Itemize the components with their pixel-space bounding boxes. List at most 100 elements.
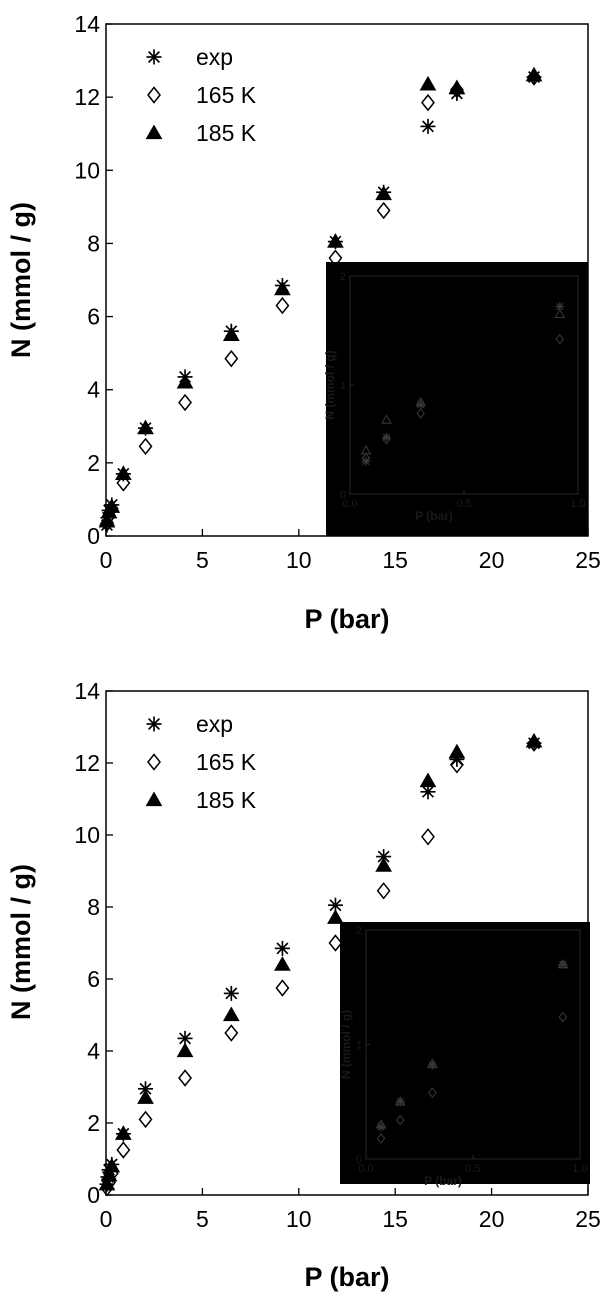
legend: exp 165 K 185 K <box>145 711 257 813</box>
data-point <box>114 1125 132 1140</box>
legend-marker <box>145 124 163 140</box>
x-tick-label: 15 <box>382 1206 408 1232</box>
y-tick-label: 2 <box>87 450 100 476</box>
legend-marker <box>145 791 163 807</box>
data-point <box>421 93 435 112</box>
data-point <box>223 985 239 1001</box>
inset-chart: 0.0 0.5 1.0 0 1 2 P (bar) N (mmol / g) <box>323 262 588 536</box>
data-point <box>448 79 466 95</box>
data-point <box>224 1024 239 1042</box>
legend-label: 185 K <box>196 120 257 146</box>
x-tick-label: 10 <box>286 547 312 573</box>
inset-data-point <box>382 434 391 445</box>
legend-label: 185 K <box>196 787 257 813</box>
data-point <box>448 743 466 759</box>
legend: exp 165 K 185 K <box>145 44 257 146</box>
inset-data-point <box>361 452 371 464</box>
legend-label: exp <box>196 44 233 70</box>
inset-series-diamond-open <box>361 333 565 464</box>
x-tick-label: 15 <box>382 547 408 573</box>
data-point <box>114 465 132 480</box>
y-tick-label: 12 <box>74 750 100 776</box>
data-point <box>421 828 435 846</box>
data-point <box>375 857 392 872</box>
x-tick-label: 0 <box>100 547 113 573</box>
x-tick-label: 20 <box>479 547 505 573</box>
inset-y-axis-label: N (mmol / g) <box>339 1010 353 1079</box>
data-point <box>419 75 437 91</box>
inset-data-point <box>376 1122 386 1132</box>
y-tick-label: 8 <box>87 230 100 256</box>
inset-data-point <box>428 1087 437 1098</box>
data-point <box>376 849 392 865</box>
inset-x-tick-label: 0.0 <box>342 498 357 510</box>
data-point <box>222 326 240 341</box>
data-point <box>525 732 543 748</box>
data-point <box>116 1141 131 1159</box>
y-tick-label: 12 <box>74 84 100 110</box>
inset-y-axis-label: N (mmol / g) <box>323 350 337 419</box>
legend-label: 165 K <box>196 749 257 775</box>
data-point <box>224 349 239 368</box>
data-point <box>274 956 291 971</box>
data-point <box>100 1166 118 1182</box>
legend-marker <box>146 716 162 732</box>
data-point <box>222 1006 240 1022</box>
x-tick-label: 25 <box>575 547 601 573</box>
inset-data-point <box>376 1133 386 1144</box>
inset-data-point <box>555 333 565 345</box>
inset-series-triangle-open <box>375 958 569 1129</box>
legend-label: exp <box>196 711 233 737</box>
y-axis-label: N (mmol / g) <box>6 864 36 1020</box>
data-point <box>138 437 153 456</box>
inset-y-tick-label: 0 <box>340 489 346 501</box>
inset-series-diamond-open <box>376 1011 568 1144</box>
y-tick-label: 8 <box>87 894 100 920</box>
inset-data-point <box>558 1011 568 1023</box>
x-axis-label: P (bar) <box>304 604 389 634</box>
series-185-k <box>98 66 543 528</box>
data-point <box>137 1089 154 1104</box>
inset-y-tick-label: 0 <box>356 1154 362 1166</box>
x-tick-label: 5 <box>196 547 209 573</box>
data-point <box>103 1157 121 1173</box>
inset-chart: 0.0 0.5 1.0 0 1 2 P (bar) N (mmol / g) <box>339 922 590 1188</box>
y-tick-label: 2 <box>87 1110 100 1136</box>
data-point <box>137 419 154 435</box>
data-point <box>376 882 391 900</box>
data-point <box>525 66 543 82</box>
y-tick-label: 6 <box>87 304 100 330</box>
data-point <box>176 373 194 389</box>
inset-data-point <box>394 1096 406 1106</box>
data-point <box>275 979 290 997</box>
inset-x-tick-label: 1.0 <box>572 1163 587 1175</box>
y-tick-label: 0 <box>87 523 100 549</box>
data-point <box>420 118 436 134</box>
data-point <box>274 940 290 956</box>
data-point <box>327 909 344 924</box>
inset-data-point <box>375 1119 387 1129</box>
inset-x-tick-label: 1.0 <box>570 498 585 510</box>
y-tick-label: 10 <box>74 157 100 183</box>
data-point <box>98 512 116 528</box>
data-point <box>376 201 391 220</box>
inset-x-axis-label: P (bar) <box>415 509 453 523</box>
x-tick-label: 10 <box>286 1206 312 1232</box>
inset-x-tick-label: 0.5 <box>456 498 471 510</box>
inset-data-point <box>426 1058 438 1068</box>
y-tick-label: 6 <box>87 966 100 992</box>
inset-data-point <box>360 444 372 455</box>
y-axis-label: N (mmol / g) <box>6 202 36 358</box>
y-tick-label: 14 <box>74 11 100 37</box>
x-axis-label: P (bar) <box>304 1262 389 1292</box>
data-point <box>98 1175 116 1191</box>
data-point <box>449 756 464 774</box>
data-point <box>375 185 392 201</box>
data-point <box>178 393 193 412</box>
inset-y-tick-label: 2 <box>340 271 346 283</box>
